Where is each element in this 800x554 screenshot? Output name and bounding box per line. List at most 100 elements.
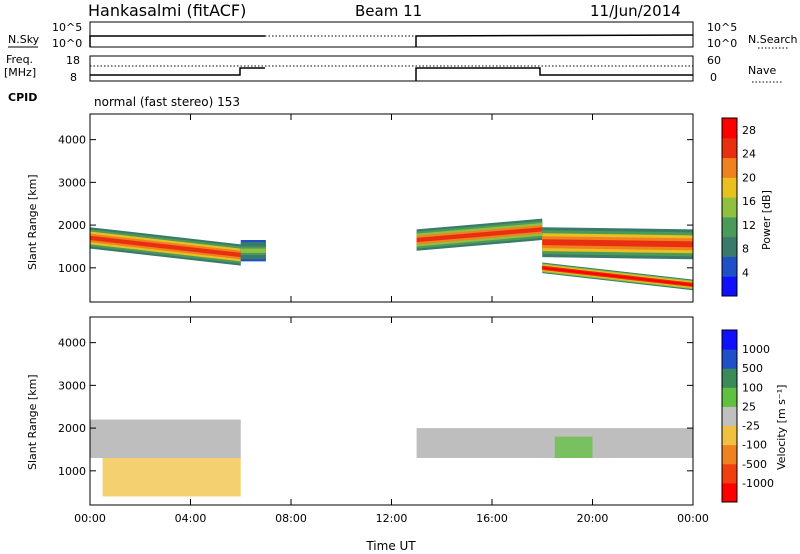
power-colorbar-swatch	[722, 236, 737, 257]
cpid-label: CPID	[8, 91, 37, 104]
velocity-colorbar-swatch	[722, 406, 737, 427]
time-axis-label: Time UT	[365, 539, 416, 553]
power-echo-band-2-layer-4	[416, 227, 543, 243]
power-colorbar-frame	[721, 117, 738, 297]
freq-tick-left-top: 18	[66, 54, 80, 67]
power-ytick-label: 4000	[58, 134, 86, 147]
velocity-region-ground_scatter	[90, 419, 241, 458]
freq-label-line2: [MHz]	[4, 66, 36, 79]
power-echoes	[90, 218, 693, 291]
power-colorbar: 4 8 12 16 20 24 28 Power [dB]	[721, 117, 773, 297]
power-colorbar-swatch	[722, 256, 737, 277]
velocity-colorbar-tick-label: 1000	[742, 343, 770, 356]
velocity-ylabel: Slant Range [km]	[26, 374, 39, 470]
velocity-y-ticks: 1000 2000 3000 4000	[58, 337, 693, 478]
velocity-colorbar-tick-label: -500	[742, 458, 767, 471]
velocity-ytick-label: 1000	[58, 465, 86, 478]
velocity-colorbar-swatch	[722, 349, 737, 369]
velocity-ytick-label: 3000	[58, 379, 86, 392]
power-colorbar-tick-label: 8	[742, 243, 749, 256]
time-tick-label: 20:00	[577, 512, 609, 525]
velocity-colorbar-swatch	[722, 368, 737, 388]
power-colorbar-swatch	[722, 197, 737, 218]
power-colorbar-tick-label: 12	[742, 219, 756, 232]
freq-label-line1: Freq.	[6, 53, 33, 66]
power-panel: 1000 2000 3000 4000 Slant Range [km]	[26, 113, 694, 303]
velocity-colorbar-swatch	[722, 482, 737, 503]
noise-strip-frame	[89, 21, 694, 48]
power-y-ticks: 1000 2000 3000 4000	[58, 134, 693, 275]
freq-strip-frame	[89, 55, 694, 82]
velocity-colorbar-swatch	[722, 330, 737, 350]
velocity-region-positive_100	[554, 436, 593, 458]
freq-tick-right-top: 60	[707, 54, 721, 67]
noise-tick-right-top: 10^5	[707, 21, 737, 34]
power-colorbar-ticks: 4 8 12 16 20 24 28	[742, 124, 756, 279]
velocity-colorbar-swatch	[722, 387, 737, 407]
velocity-colorbar-swatch	[722, 425, 737, 446]
power-colorbar-tick-label: 16	[742, 195, 756, 208]
nsky-label: N.Sky	[8, 33, 40, 46]
station-title: Hankasalmi (fitACF)	[88, 1, 246, 20]
noise-tick-left-top: 10^5	[52, 21, 82, 34]
nave-label: Nave	[748, 64, 776, 77]
power-echo-band-4-layer-4	[542, 266, 693, 286]
power-echo-band-0-layer-4	[90, 235, 241, 258]
velocity-region-negative_100	[102, 458, 241, 497]
velocity-colorbar-tick-label: 100	[742, 381, 763, 394]
power-echo-band-3-layer-4	[542, 239, 693, 248]
velocity-echoes	[90, 419, 693, 497]
velocity-colorbar: 1000 500 100 25 -25 -100 -500 -1000 Velocity [m…	[721, 329, 788, 503]
velocity-colorbar-label: Velocity [m s⁻¹]	[775, 385, 788, 470]
nsky-series-late	[415, 34, 694, 47]
noise-tick-left-bottom: 10^0	[52, 37, 82, 50]
velocity-ytick-label: 2000	[58, 422, 86, 435]
freq-strip: Freq. [MHz] 18 8 60 0 Nave CPID normal (…	[4, 53, 782, 109]
velocity-colorbar-tick-label: 25	[742, 400, 756, 413]
power-colorbar-swatch	[722, 137, 737, 159]
velocity-colorbar-swatches	[722, 330, 737, 503]
power-colorbar-tick-label: 20	[742, 171, 756, 184]
power-colorbar-swatch	[722, 177, 737, 198]
velocity-colorbar-tick-label: 500	[742, 362, 763, 375]
power-colorbar-tick-label: 24	[742, 148, 756, 161]
velocity-panel: 1000 2000 3000 4000 Slant Range [km]	[26, 316, 694, 506]
freq-tick-left-bottom: 8	[70, 71, 77, 84]
power-colorbar-swatch	[722, 216, 737, 238]
time-tick-label: 16:00	[476, 512, 508, 525]
velocity-colorbar-swatch	[722, 444, 737, 465]
noise-strip: N.Sky 10^5 10^0 10^5 10^0 N.Search	[8, 21, 798, 50]
nsearch-label: N.Search	[748, 33, 798, 46]
power-ytick-label: 2000	[58, 219, 86, 232]
power-colorbar-swatch	[722, 118, 737, 139]
power-colorbar-tick-label: 28	[742, 124, 756, 137]
power-colorbar-tick-label: 4	[742, 266, 749, 279]
velocity-colorbar-tick-label: -100	[742, 439, 767, 452]
time-tick-label: 08:00	[275, 512, 307, 525]
velocity-colorbar-tick-label: -1000	[742, 477, 774, 490]
power-ytick-label: 3000	[58, 176, 86, 189]
time-tick-label: 00:00	[74, 512, 106, 525]
power-colorbar-swatch	[722, 157, 737, 178]
noise-tick-right-bottom: 10^0	[707, 37, 737, 50]
time-tick-label: 00:00	[677, 512, 709, 525]
velocity-colorbar-swatch	[722, 463, 737, 484]
power-echo-band-1-layer-4	[240, 248, 266, 253]
beam-title: Beam 11	[355, 2, 422, 20]
power-colorbar-swatches	[722, 118, 737, 297]
freq-series	[90, 67, 693, 81]
velocity-colorbar-ticks: 1000 500 100 25 -25 -100 -500 -1000	[742, 343, 774, 490]
velocity-colorbar-frame	[721, 329, 738, 503]
velocity-colorbar-tick-label: -25	[742, 420, 760, 433]
time-tick-label: 12:00	[376, 512, 408, 525]
date-title: 11/Jun/2014	[590, 2, 681, 20]
freq-tick-right-bottom: 0	[710, 71, 717, 84]
time-tick-label: 04:00	[175, 512, 207, 525]
power-colorbar-swatch	[722, 276, 737, 297]
velocity-ytick-label: 4000	[58, 337, 86, 350]
time-axis-ticks: 00:00 04:00 08:00 12:00 16:00 20:00 00:00	[74, 114, 709, 525]
nsky-series	[89, 35, 265, 47]
power-colorbar-label: Power [dB]	[760, 190, 773, 250]
power-ytick-label: 1000	[58, 262, 86, 275]
